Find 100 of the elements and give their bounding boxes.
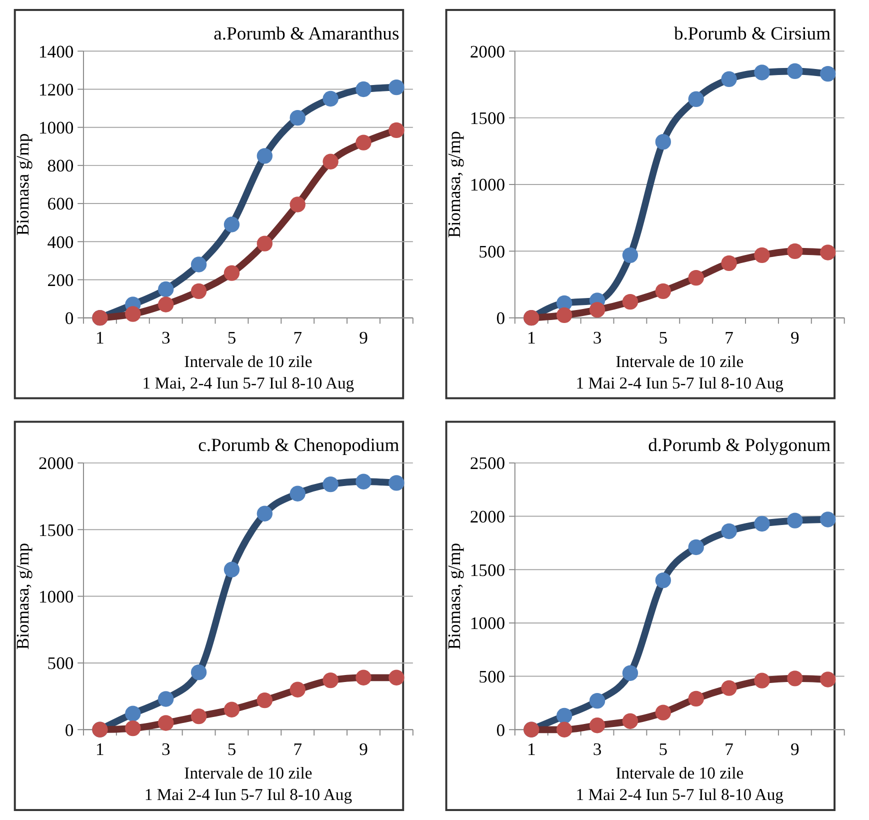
x-axis-title: Intervale de 10 zile: [616, 764, 744, 783]
y-tick-label: 1200: [38, 79, 74, 100]
point: [224, 216, 240, 232]
x-tick-label: 3: [161, 327, 170, 348]
y-axis-title: Biomasa g/mp: [12, 133, 33, 236]
point: [290, 110, 306, 126]
x-tick-label: 1: [96, 739, 104, 760]
x-tick-label: 7: [293, 327, 302, 348]
point: [158, 296, 174, 312]
point: [787, 243, 803, 260]
x-axis-title: Intervale de 10 zile: [616, 352, 744, 371]
y-tick-label: 0: [496, 308, 506, 328]
y-axis-title: Biomasa, g/mp: [12, 542, 33, 650]
point: [322, 90, 338, 107]
point: [290, 682, 306, 698]
x-tick-label: 1: [526, 739, 536, 760]
point: [688, 91, 704, 107]
x-tick-label: 1: [96, 327, 104, 348]
x-tick-label: 1: [526, 327, 536, 348]
point: [256, 692, 273, 708]
y-tick-label: 1000: [470, 613, 506, 634]
x-tick-label: 9: [359, 739, 368, 760]
point: [224, 265, 240, 281]
x-tick-label: 3: [592, 327, 602, 348]
point: [688, 270, 704, 286]
point: [356, 81, 372, 98]
point: [655, 572, 671, 588]
chart-title: b.Porumb & Cirsium: [674, 23, 832, 44]
point: [256, 506, 273, 522]
point: [754, 247, 770, 264]
point: [589, 718, 606, 734]
point: [688, 690, 704, 707]
point: [721, 255, 737, 272]
y-tick-label: 0: [64, 308, 74, 328]
point: [622, 713, 638, 729]
point: [589, 302, 606, 318]
y-tick-label: 500: [47, 653, 74, 674]
y-tick-label: 1500: [470, 560, 506, 580]
point: [190, 708, 207, 724]
point: [388, 122, 404, 138]
point: [754, 64, 770, 80]
point: [290, 486, 306, 502]
point: [158, 691, 174, 707]
y-tick-label: 500: [478, 241, 506, 262]
point: [190, 256, 207, 272]
y-tick-label: 500: [478, 666, 506, 686]
point: [190, 664, 207, 680]
y-tick-label: 2000: [470, 506, 506, 526]
point: [322, 672, 338, 688]
point: [787, 63, 803, 79]
y-tick-label: 1500: [470, 108, 506, 128]
point: [356, 670, 372, 686]
y-tick-label: 1000: [38, 118, 74, 138]
point: [754, 516, 770, 532]
x-tick-label: 9: [359, 327, 368, 348]
y-tick-label: 400: [47, 232, 74, 252]
point: [190, 283, 207, 300]
point: [655, 134, 671, 150]
y-axis-title: Biomasa, g/mp: [444, 542, 464, 650]
point: [820, 672, 836, 688]
x-tick-label: 9: [790, 327, 800, 348]
text: 1 Mai 2-4 Iun 5-7 Iul 8-10 Aug: [576, 373, 784, 392]
x-tick-label: 5: [658, 739, 668, 760]
x-tick-label: 7: [724, 739, 734, 760]
point: [556, 708, 572, 724]
chart-title: a.Porumb & Amaranthus: [214, 23, 400, 44]
point: [820, 244, 836, 260]
x-axis-title: Intervale de 10 zile: [184, 352, 312, 371]
y-tick-label: 0: [64, 720, 74, 740]
point: [322, 476, 338, 492]
point: [356, 474, 372, 490]
point: [820, 512, 836, 528]
x-tick-label: 7: [724, 327, 734, 348]
y-tick-label: 2000: [470, 41, 506, 62]
point: [356, 134, 372, 150]
y-tick-label: 1000: [470, 174, 506, 195]
y-tick-label: 2000: [38, 453, 74, 474]
x-axis-title: Intervale de 10 zile: [184, 764, 312, 783]
x-tick-label: 5: [227, 327, 236, 348]
point: [787, 670, 803, 686]
point: [158, 281, 174, 298]
x-tick-label: 9: [790, 739, 800, 760]
text: 1 Mai, 2-4 Iun 5-7 Iul 8-10 Aug: [142, 373, 355, 392]
chart-title: d.Porumb & Polygonum: [648, 435, 832, 456]
x-tick-label: 3: [161, 739, 170, 760]
point: [158, 715, 174, 731]
y-tick-label: 800: [47, 156, 74, 176]
point: [388, 475, 404, 491]
point: [125, 706, 141, 722]
point: [556, 307, 572, 324]
text: 1 Mai 2-4 Iun 5-7 Iul 8-10 Aug: [144, 785, 353, 804]
point: [556, 722, 572, 738]
point: [721, 680, 737, 696]
point: [622, 247, 638, 264]
point: [622, 665, 638, 681]
point: [224, 702, 240, 718]
point: [622, 294, 638, 310]
y-tick-label: 600: [47, 194, 74, 214]
point: [256, 236, 273, 252]
y-axis-title: Biomasa, g/mp: [444, 130, 464, 238]
